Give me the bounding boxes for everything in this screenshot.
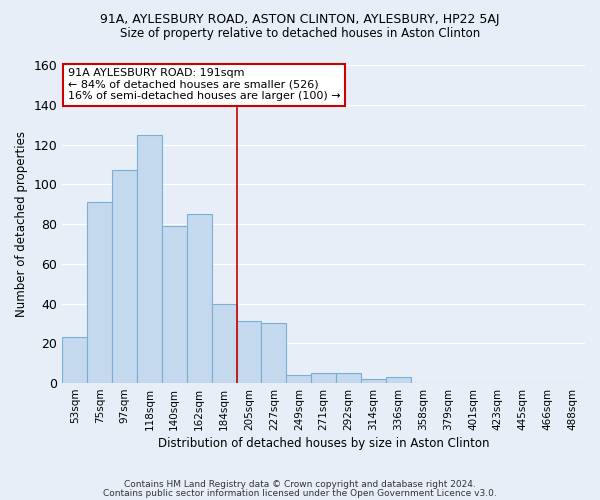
- Bar: [162, 226, 187, 383]
- Bar: [87, 202, 112, 383]
- Bar: [311, 373, 336, 383]
- Bar: [137, 134, 162, 383]
- Bar: [286, 375, 311, 383]
- Bar: [62, 338, 87, 383]
- Bar: [112, 170, 137, 383]
- Bar: [212, 304, 236, 383]
- Text: 91A AYLESBURY ROAD: 191sqm
← 84% of detached houses are smaller (526)
16% of sem: 91A AYLESBURY ROAD: 191sqm ← 84% of deta…: [68, 68, 340, 102]
- Text: Size of property relative to detached houses in Aston Clinton: Size of property relative to detached ho…: [120, 28, 480, 40]
- Bar: [386, 377, 411, 383]
- X-axis label: Distribution of detached houses by size in Aston Clinton: Distribution of detached houses by size …: [158, 437, 490, 450]
- Bar: [236, 322, 262, 383]
- Bar: [336, 373, 361, 383]
- Bar: [361, 379, 386, 383]
- Text: Contains HM Land Registry data © Crown copyright and database right 2024.: Contains HM Land Registry data © Crown c…: [124, 480, 476, 489]
- Bar: [262, 324, 286, 383]
- Y-axis label: Number of detached properties: Number of detached properties: [15, 131, 28, 317]
- Text: 91A, AYLESBURY ROAD, ASTON CLINTON, AYLESBURY, HP22 5AJ: 91A, AYLESBURY ROAD, ASTON CLINTON, AYLE…: [100, 12, 500, 26]
- Bar: [187, 214, 212, 383]
- Text: Contains public sector information licensed under the Open Government Licence v3: Contains public sector information licen…: [103, 488, 497, 498]
